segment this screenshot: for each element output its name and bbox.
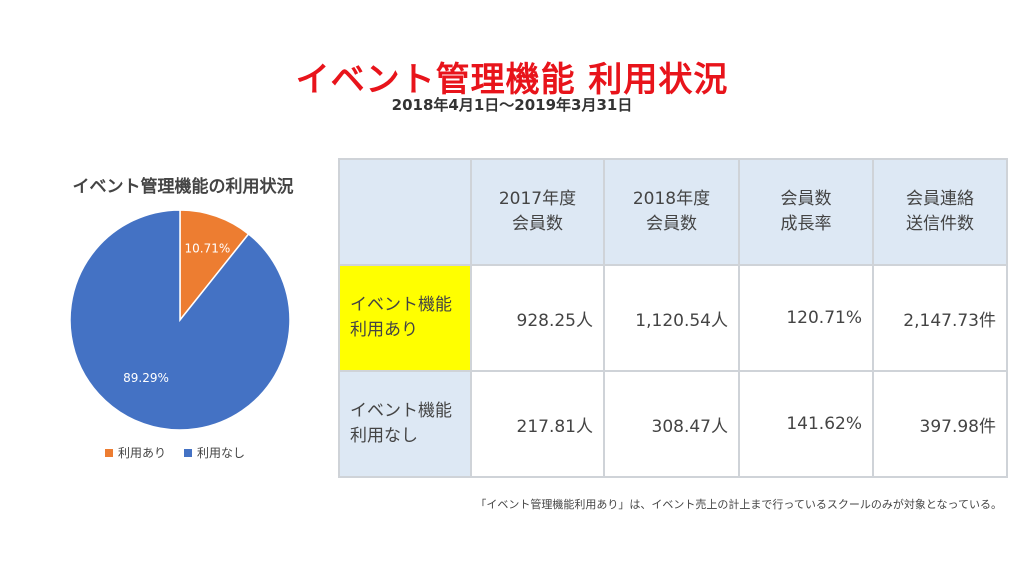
header-line: 2018年度 [632,189,711,210]
cell-value: 2,147.73件 [872,264,1008,372]
header-2017-members: 2017年度 会員数 [470,158,605,266]
pie-slice-used [179,209,250,323]
legend-label-unused: 利用なし [197,446,246,460]
table-corner-cell [338,158,472,266]
cell-value: 120.71% [738,264,874,372]
legend-swatch-used [105,448,113,457]
pie-legend: 利用あり 利用なし [105,444,245,461]
header-2018-members: 2018年度 会員数 [603,158,740,266]
pie-chart-title: イベント管理機能の利用状況 [72,177,294,197]
pie-chart: 10.71% 89.29% [69,209,291,431]
date-range: 2018年4月1日〜2019年3月31日 [391,96,633,114]
header-growth-rate: 会員数 成長率 [738,158,874,266]
legend-label-used: 利用あり [118,446,167,460]
legend-item-unused: 利用なし [184,444,245,461]
row-label-line: 利用なし [350,426,418,446]
cell-value: 217.81人 [470,370,605,478]
row-label-unused: イベント機能 利用なし [338,370,472,478]
header-line: 2017年度 [498,189,577,210]
cell-value: 141.62% [738,370,874,478]
pie-slice-unused [69,209,291,431]
cell-value: 1,120.54人 [603,264,740,372]
header-line: 会員数 [780,189,832,210]
header-line: 会員数 [646,214,697,234]
pie-label-unused: 89.29% [123,371,169,385]
row-label-line: 利用あり [350,320,418,340]
row-label-line: イベント機能 [350,295,452,316]
table-row: イベント機能 利用あり 928.25人 1,120.54人 120.71% 2,… [338,264,1008,372]
table-row: イベント機能 利用なし 217.81人 308.47人 141.62% 397.… [338,370,1008,478]
legend-item-used: 利用あり [105,444,166,461]
header-line: 送信件数 [906,214,974,234]
cell-value: 308.47人 [603,370,740,478]
header-messages-sent: 会員連絡 送信件数 [872,158,1008,266]
table-header-row: 2017年度 会員数 2018年度 会員数 会員数 成長率 会員連絡 送信件数 [338,158,1008,266]
cell-value: 928.25人 [470,264,605,372]
header-line: 会員連絡 [906,189,974,210]
footnote: 「イベント管理機能利用あり」は、イベント売上の計上まで行っているスクールのみが対… [475,498,1002,511]
row-label-line: イベント機能 [350,401,452,422]
pie-label-used: 10.71% [185,241,231,255]
page-title: イベント管理機能 利用状況 [295,60,729,100]
stats-table: 2017年度 会員数 2018年度 会員数 会員数 成長率 会員連絡 送信件数 … [338,158,1008,478]
header-line: 成長率 [780,214,832,234]
cell-value: 397.98件 [872,370,1008,478]
row-label-used: イベント機能 利用あり [338,264,472,372]
legend-swatch-unused [184,448,193,457]
header-line: 会員数 [512,214,563,234]
